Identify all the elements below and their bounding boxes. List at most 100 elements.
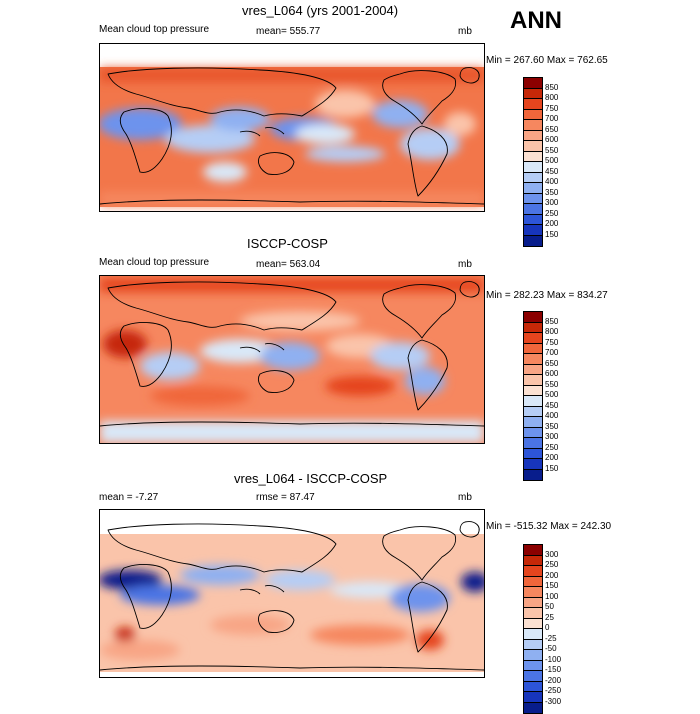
colorbar-swatch [524,151,542,162]
colorbar-swatch [524,469,542,480]
colorbar-tick-label: -100 [545,654,562,664]
colorbar-tick-label: 600 [545,135,559,144]
colorbar-tick-label: 550 [545,379,559,389]
colorbar-swatch [524,172,542,183]
panel1-minmax-label: Min = 267.60 Max = 762.65 [486,55,608,66]
colorbar-swatch [524,193,542,204]
colorbar-swatch [524,214,542,225]
colorbar-tick-label: 400 [545,177,559,186]
panel1-title: vres_L064 (yrs 2001-2004) [242,3,399,18]
panel3-rmse-label: rmse = 87.47 [256,492,315,503]
colorbar-tick-label: -250 [545,686,562,695]
colorbar-swatch [524,597,542,608]
panel2-units-label: mb [458,259,472,270]
colorbar-swatch [524,88,542,99]
panel2-variable-label: Mean cloud top pressure [99,257,210,268]
colorbar-tick-label: 200 [545,453,559,462]
colorbar-swatch [524,120,542,131]
panel1-units-label: mb [458,26,472,37]
colorbar-swatch [524,354,542,365]
colorbar-tick-label: 350 [545,187,559,197]
colorbar-swatch [524,78,542,89]
colorbar-swatch [524,671,542,682]
colorbar-tick-label: 200 [545,570,559,580]
colorbar-swatch [524,618,542,629]
panel1-colorbar [523,77,543,247]
colorbar-swatch [524,109,542,120]
colorbar-tick-label: 650 [545,358,559,368]
colorbar-swatch [524,235,542,246]
colorbar-tick-label: 250 [545,208,559,218]
panel2-colorbar [523,311,543,481]
colorbar-tick-label: 150 [545,229,559,239]
colorbar-tick-label: -25 [545,633,557,643]
season-label: ANN [510,7,562,34]
colorbar-swatch [524,702,542,713]
colorbar-swatch [524,130,542,141]
colorbar-swatch [524,660,542,671]
colorbar-tick-label: 800 [545,327,559,336]
colorbar-swatch [524,566,542,577]
colorbar-tick-label: 600 [545,369,559,378]
colorbar-tick-label: 0 [545,623,550,632]
colorbar-tick-label: -200 [545,675,562,685]
colorbar-swatch [524,333,542,344]
colorbar-tick-label: 850 [545,316,559,326]
colorbar-tick-label: 700 [545,348,559,357]
panel2-mean-label: mean= 563.04 [256,259,321,270]
colorbar-swatch [524,545,542,556]
colorbar-swatch [524,183,542,194]
colorbar-swatch [524,427,542,438]
colorbar-tick-label: 200 [545,219,559,228]
colorbar-tick-label: 750 [545,337,559,347]
panel2-map [99,275,485,444]
colorbar-tick-label: 250 [545,560,559,569]
colorbar-swatch [524,343,542,354]
colorbar-swatch [524,555,542,566]
colorbar-swatch [524,312,542,323]
colorbar-tick-label: 450 [545,400,559,410]
colorbar-swatch [524,396,542,407]
colorbar-tick-label: 500 [545,156,559,165]
colorbar-swatch [524,406,542,417]
colorbar-tick-label: 500 [545,390,559,399]
colorbar-tick-label: 100 [545,591,559,601]
colorbar-tick-label: 550 [545,145,559,155]
colorbar-swatch [524,650,542,661]
panel3-title: vres_L064 - ISCCP-COSP [234,471,388,486]
colorbar-swatch [524,587,542,598]
panel3-units-label: mb [458,492,472,503]
colorbar-tick-label: -150 [545,665,562,674]
colorbar-tick-label: 150 [545,463,559,473]
colorbar-swatch [524,385,542,396]
colorbar-swatch [524,364,542,375]
colorbar-tick-label: 300 [545,432,559,441]
colorbar-tick-label: 650 [545,124,559,134]
panel3-map [99,509,485,678]
colorbar-swatch [524,225,542,236]
colorbar-swatch [524,459,542,470]
panel1-variable-label: Mean cloud top pressure [99,24,210,35]
colorbar-swatch [524,639,542,650]
colorbar-swatch [524,576,542,587]
colorbar-tick-label: 25 [545,612,554,622]
panel3-colorbar [523,544,543,714]
panel2-minmax-label: Min = 282.23 Max = 834.27 [486,290,608,301]
colorbar-swatch [524,162,542,173]
panel1-mean-label: mean= 555.77 [256,26,321,37]
colorbar-swatch [524,417,542,428]
colorbar-swatch [524,322,542,333]
colorbar-tick-label: -50 [545,644,557,653]
panel1-map [99,43,485,212]
colorbar-swatch [524,438,542,449]
colorbar-tick-label: 50 [545,602,554,611]
colorbar-tick-label: 300 [545,549,559,559]
colorbar-tick-label: 350 [545,421,559,431]
colorbar-swatch [524,629,542,640]
colorbar-swatch [524,141,542,152]
colorbar-swatch [524,692,542,703]
colorbar-tick-label: 800 [545,93,559,102]
colorbar-tick-label: 450 [545,166,559,176]
panel3-mean-label: mean = -7.27 [99,492,159,503]
colorbar-tick-label: -300 [545,696,562,706]
